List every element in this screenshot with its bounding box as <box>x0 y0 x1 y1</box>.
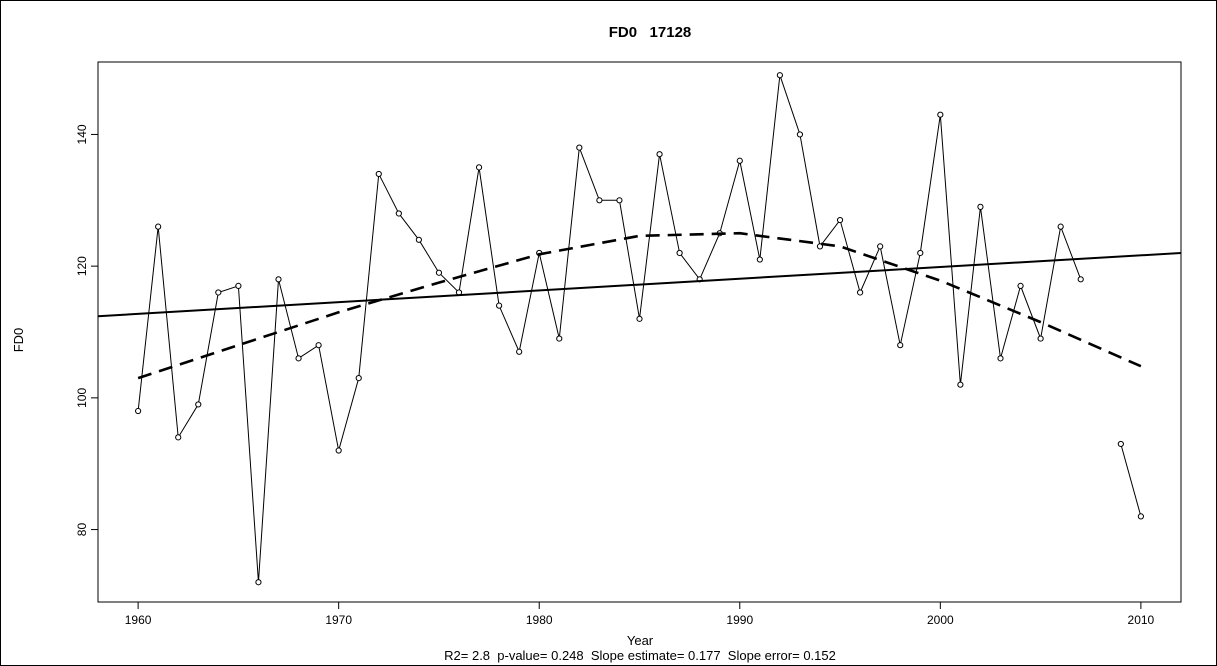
chart-subtitle: R2= 2.8 p-value= 0.248 Slope estimate= 0… <box>444 648 836 663</box>
observed-series-line <box>137 75 1082 583</box>
observed-point <box>897 342 904 349</box>
observed-point <box>335 447 342 454</box>
observed-point <box>917 249 924 257</box>
observed-point <box>496 302 503 309</box>
series-layer <box>97 72 1182 586</box>
observed-point <box>1137 513 1144 520</box>
observed-point <box>415 236 422 243</box>
observed-point <box>736 157 743 164</box>
observed-point <box>756 256 763 263</box>
observed-point <box>355 374 362 382</box>
observed-point <box>1057 223 1064 230</box>
observed-series-line <box>1120 443 1142 517</box>
observed-point <box>636 315 643 322</box>
y-axis: 80 100 120 140 <box>75 124 98 536</box>
observed-point <box>295 355 302 362</box>
observed-point <box>656 151 663 158</box>
chart-title: FD0 17128 <box>609 24 692 41</box>
observed-point <box>435 269 443 276</box>
observed-point <box>275 276 282 283</box>
y-axis-label: FD0 <box>11 328 26 353</box>
observed-point <box>175 434 182 441</box>
observed-point <box>1017 282 1024 290</box>
observed-point <box>1077 276 1084 283</box>
y-tick-label: 100 <box>75 388 89 408</box>
observed-point <box>1117 440 1124 448</box>
observed-point <box>395 210 402 217</box>
y-tick-label: 120 <box>75 256 89 276</box>
observed-point <box>957 381 964 388</box>
quadratic-trend-line <box>137 231 1142 380</box>
observed-point <box>475 164 483 171</box>
observed-point <box>235 282 242 290</box>
observed-point <box>796 131 804 138</box>
x-tick-label: 1970 <box>325 613 352 627</box>
observed-point <box>836 216 844 224</box>
y-tick-label: 140 <box>75 124 89 144</box>
y-tick-label: 80 <box>75 523 89 537</box>
observed-point <box>195 401 202 408</box>
observed-point <box>375 170 382 178</box>
x-axis-label: Year <box>627 633 654 648</box>
observed-point <box>576 144 583 151</box>
x-tick-label: 2010 <box>1128 613 1155 627</box>
x-axis: 1960 1970 1980 1990 2000 2010 <box>125 602 1155 627</box>
observed-point <box>215 289 222 296</box>
observed-point <box>556 335 563 342</box>
x-tick-label: 1990 <box>726 613 753 627</box>
plot-area <box>97 61 1182 603</box>
x-tick-label: 1960 <box>125 613 152 627</box>
observed-point <box>776 72 783 79</box>
observed-point <box>857 289 864 296</box>
observed-point <box>135 407 142 415</box>
observed-point <box>977 203 984 210</box>
observed-point <box>676 249 683 257</box>
observed-point <box>1037 335 1044 342</box>
observed-point <box>516 348 523 355</box>
observed-point <box>937 111 944 118</box>
observed-point <box>616 197 623 204</box>
observed-point <box>315 342 322 349</box>
observed-point <box>596 197 603 204</box>
x-tick-label: 2000 <box>927 613 954 627</box>
observed-point <box>877 243 884 250</box>
observed-point <box>155 223 162 230</box>
x-tick-label: 1980 <box>526 613 553 627</box>
observed-point <box>255 579 262 586</box>
linear-trend-line <box>97 251 1182 318</box>
observed-point <box>997 355 1004 362</box>
